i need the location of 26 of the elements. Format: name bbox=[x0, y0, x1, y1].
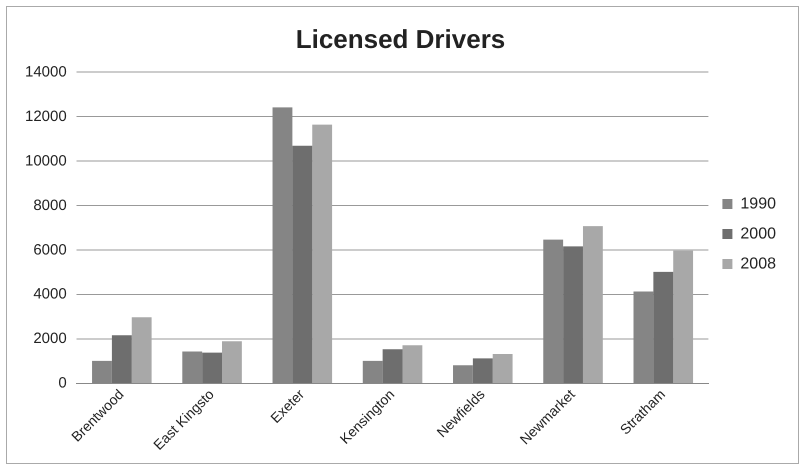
y-tick-label: 2000 bbox=[33, 330, 67, 348]
bar bbox=[312, 124, 332, 384]
bar bbox=[222, 341, 242, 384]
bar bbox=[202, 352, 222, 384]
bar bbox=[132, 317, 152, 384]
bar bbox=[492, 354, 513, 384]
y-tick-label: 6000 bbox=[33, 241, 67, 258]
bar bbox=[472, 358, 493, 384]
y-tick-label: 0 bbox=[58, 374, 67, 392]
bar bbox=[402, 345, 422, 384]
bar bbox=[112, 335, 132, 384]
chart-title: Licensed Drivers bbox=[296, 24, 506, 54]
y-tick-label: 14000 bbox=[24, 63, 67, 80]
legend-label: 2008 bbox=[740, 255, 776, 272]
bar bbox=[292, 146, 312, 384]
legend-label: 2000 bbox=[740, 225, 776, 242]
bar bbox=[653, 272, 674, 384]
y-tick-label: 8000 bbox=[33, 196, 67, 214]
bar bbox=[382, 349, 402, 384]
bar bbox=[563, 246, 583, 384]
bar bbox=[582, 226, 603, 384]
bar bbox=[673, 250, 694, 384]
y-tick-label: 4000 bbox=[33, 286, 67, 303]
y-tick-label: 12000 bbox=[24, 108, 67, 125]
legend-label: 1990 bbox=[740, 195, 776, 212]
y-tick-label: 10000 bbox=[24, 152, 67, 170]
